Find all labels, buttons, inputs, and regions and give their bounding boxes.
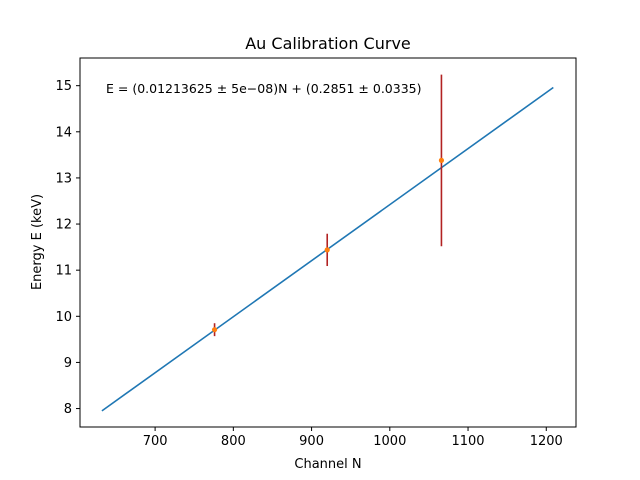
x-tick-label: 1000	[373, 434, 406, 449]
x-tick-label: 700	[143, 434, 168, 449]
y-tick-label: 14	[55, 125, 72, 140]
x-tick-label: 900	[299, 434, 324, 449]
x-tick-label: 800	[221, 434, 246, 449]
y-tick-label: 11	[55, 264, 72, 279]
y-tick-label: 8	[64, 402, 72, 417]
fit-equation-annotation: E = (0.01213625 ± 5e−08)N + (0.2851 ± 0.…	[106, 81, 422, 96]
data-point	[211, 327, 218, 333]
y-axis-label: Energy E (keV)	[30, 194, 45, 290]
data-point	[324, 247, 330, 253]
y-tick-label: 10	[55, 310, 72, 325]
chart-title: Au Calibration Curve	[245, 34, 411, 53]
data-point	[438, 157, 445, 163]
x-tick-label: 1100	[451, 434, 484, 449]
y-tick-label: 12	[55, 218, 72, 233]
y-tick-label: 13	[55, 171, 72, 186]
x-axis-label: Channel N	[294, 457, 361, 472]
y-tick-label: 9	[64, 356, 72, 371]
plot-area	[101, 74, 554, 412]
plot-frame	[79, 57, 577, 428]
x-tick-label: 1200	[530, 434, 563, 449]
axis-ticks: 700 800 900 1000 1100 1200 8 9 10 11 12 13 14 15	[55, 79, 562, 449]
y-tick-label: 15	[55, 79, 72, 94]
